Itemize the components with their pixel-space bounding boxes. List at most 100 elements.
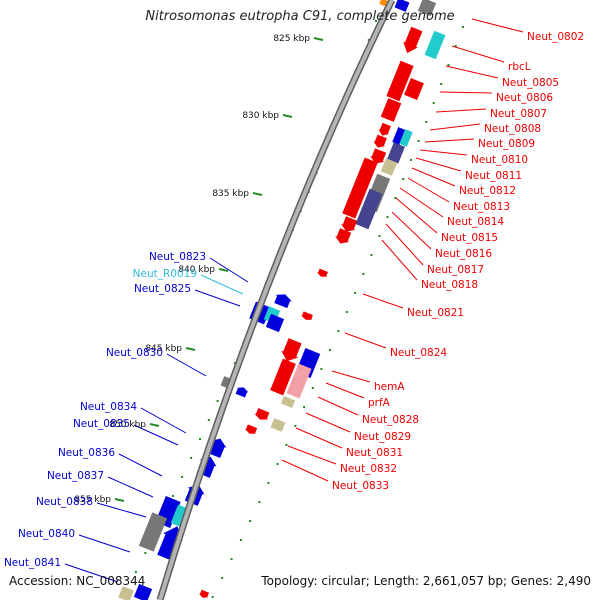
tick-dot-outer (409, 159, 412, 161)
feature-arrow (378, 122, 391, 136)
tick-dot-outer (461, 26, 464, 28)
gene-label-right: Neut_0817 (427, 264, 484, 276)
leader-line (471, 18, 524, 33)
feature-block (270, 418, 286, 432)
gene-label-left: Neut_0823 (149, 251, 206, 263)
gene-label-right: Neut_0813 (453, 201, 510, 213)
tick-dot-inner (207, 419, 210, 421)
feature-arrow (300, 311, 313, 320)
tick-mark (185, 347, 196, 351)
leader-line (107, 476, 154, 498)
gene-label-left: Neut_R0019 (133, 268, 197, 280)
tick-dot-outer (354, 292, 357, 294)
map-title: Nitrosomonas eutropha C91, complete geno… (145, 9, 455, 24)
gene-label-right: prfA (368, 397, 391, 409)
tick-mark (149, 423, 160, 427)
tick-dot-outer (454, 45, 457, 47)
tick-dot-outer (211, 596, 214, 598)
tick-dot-outer (267, 482, 270, 484)
leader-line (118, 453, 163, 477)
tick-dot-outer (362, 273, 365, 275)
leader-line (194, 289, 241, 307)
feature-arrow (198, 589, 210, 598)
leader-line (439, 91, 493, 94)
gene-label-right: Neut_0811 (465, 170, 522, 182)
feature-block (265, 313, 285, 333)
leader-line (362, 293, 404, 309)
tick-mark (114, 498, 125, 502)
gene-label-right: Neut_0815 (441, 232, 498, 244)
leader-line (317, 396, 359, 416)
leader-line (305, 412, 351, 433)
leader-line (391, 211, 432, 250)
feature-block (355, 188, 383, 230)
gene-label-right: Neut_0814 (447, 216, 504, 228)
gene-label-right: Neut_0809 (478, 138, 535, 150)
feature-arrow (281, 338, 302, 362)
gene-label-right: Neut_0802 (527, 31, 584, 43)
gene-label-right: Neut_0806 (496, 92, 553, 104)
gene-label-right: Neut_0808 (484, 123, 541, 135)
feature-arrow (369, 148, 387, 164)
tick-dot-outer (440, 83, 443, 85)
tick-dot-outer (345, 311, 348, 313)
leader-line (140, 407, 187, 434)
tick-dot-outer (370, 254, 373, 256)
backbone-layer (156, 0, 396, 600)
gene-label-right: Neut_0831 (346, 447, 403, 459)
feature-block (133, 583, 153, 600)
gene-label-left: Neut_0830 (106, 347, 163, 359)
tick-dot-outer (249, 520, 252, 522)
tick-dot-inner (144, 552, 147, 554)
gene-label-right: Neut_0829 (354, 431, 411, 443)
tick-label: 850 kbp (109, 420, 146, 430)
leader-line (344, 332, 387, 349)
gene-label-right: Neut_0807 (490, 108, 547, 120)
tick-dot-inner (367, 39, 370, 41)
leader-line (385, 223, 424, 266)
gene-label-left: Neut_0834 (80, 401, 137, 413)
tick-dot-inner (199, 438, 202, 440)
tick-dot-outer (303, 406, 306, 408)
tick-label: 840 kbp (178, 265, 215, 275)
tick-dot-outer (425, 121, 428, 123)
leader-line (451, 45, 505, 63)
tick-dot-outer (386, 216, 389, 218)
gene-label-left: Neut_0825 (134, 283, 191, 295)
tick-dot-outer (285, 444, 288, 446)
feature-block (417, 0, 437, 17)
feature-block (387, 142, 405, 164)
tick-dot-inner (233, 362, 236, 364)
tick-dot-outer (432, 102, 435, 104)
feature-block (386, 60, 414, 102)
tick-label: 830 kbp (242, 111, 279, 121)
feature-block (424, 30, 446, 60)
tick-label: 835 kbp (212, 189, 249, 199)
tick-dot-outer (311, 387, 314, 389)
tick-dot-outer (230, 558, 233, 560)
feature-block (270, 358, 296, 396)
gene-label-right: Neut_0824 (390, 347, 447, 359)
tick-mark (282, 114, 293, 118)
gene-label-right: Neut_0832 (340, 463, 397, 475)
leader-line (166, 353, 207, 377)
leader-line (415, 157, 462, 172)
feature-block (404, 78, 424, 100)
feature-block (286, 363, 312, 399)
tick-dot-outer (394, 197, 397, 199)
leader-line (407, 177, 450, 203)
feature-block (342, 157, 378, 219)
tick-dot-outer (276, 463, 279, 465)
gene-label-right: Neut_0812 (459, 185, 516, 197)
leader-line (419, 149, 468, 156)
leader-line (281, 459, 329, 482)
tick-mark (252, 192, 263, 196)
leader-line (209, 257, 249, 283)
tick-dot-outer (294, 425, 297, 427)
feature-block (392, 127, 406, 145)
feature-arrow (244, 424, 258, 434)
leader-line (435, 108, 487, 113)
feature-block (380, 158, 398, 176)
tick-dot-outer (320, 368, 323, 370)
